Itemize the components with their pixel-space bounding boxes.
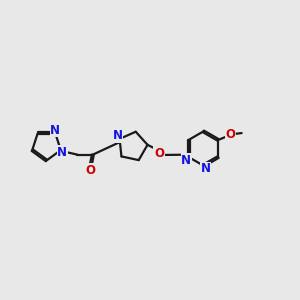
- Text: O: O: [154, 147, 164, 160]
- Text: N: N: [181, 154, 191, 166]
- Text: O: O: [85, 164, 95, 177]
- Text: N: N: [57, 146, 67, 159]
- Text: O: O: [225, 128, 235, 141]
- Text: N: N: [201, 162, 211, 175]
- Text: N: N: [112, 129, 122, 142]
- Text: N: N: [50, 124, 60, 137]
